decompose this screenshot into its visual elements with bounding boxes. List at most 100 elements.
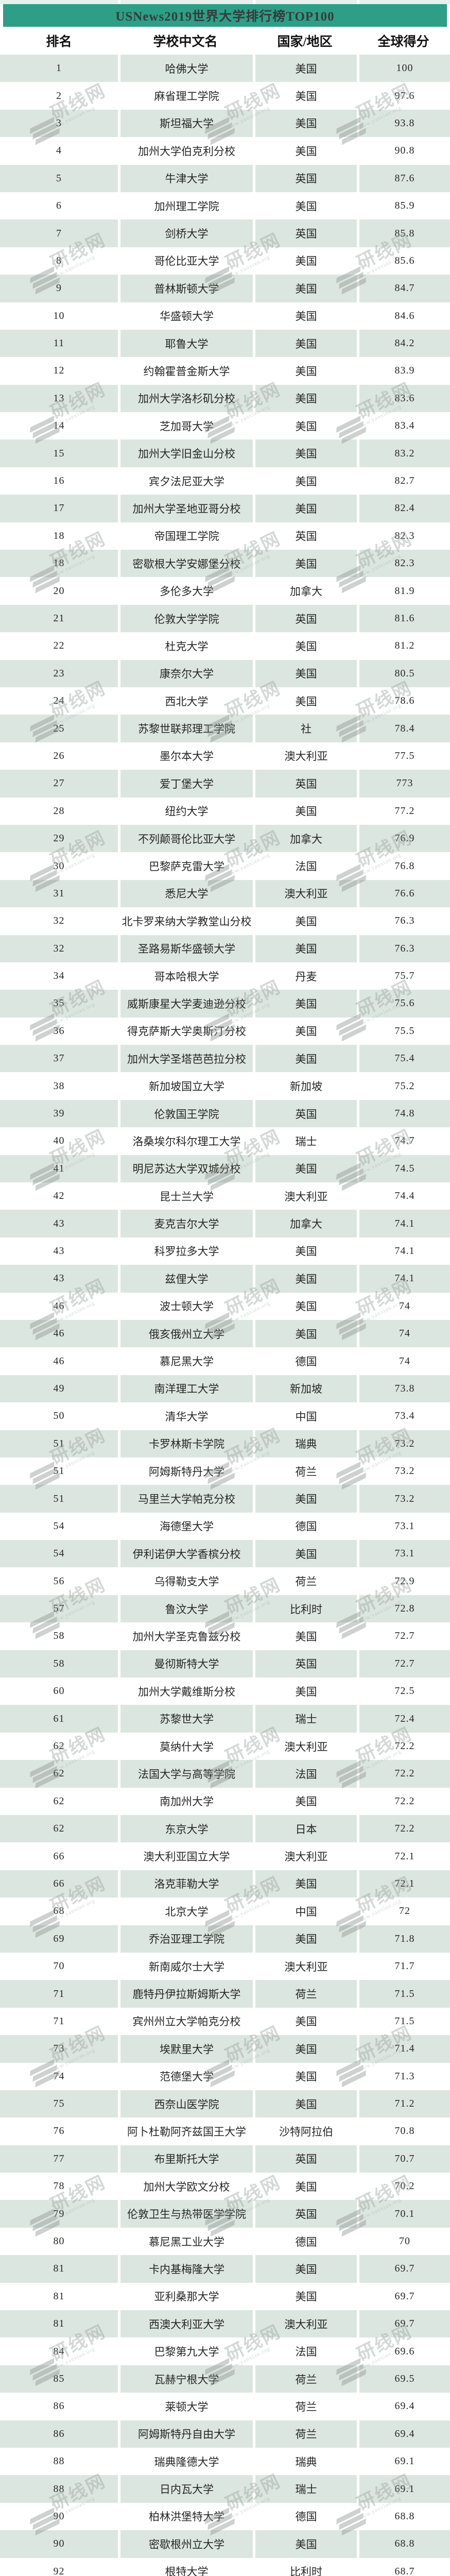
cell-rank: 58 [0,1622,118,1650]
cell-rank: 43 [0,1210,118,1238]
cell-rank: 31 [0,879,118,908]
cell-country: 美国 [253,109,357,138]
cell-name: 加州理工学院 [118,192,253,220]
cell-country: 美国 [253,1787,357,1815]
cell-country: 美国 [253,1870,357,1898]
cell-name: 威斯康星大学麦迪逊分校 [118,990,253,1018]
cell-rank: 10 [0,302,118,330]
cell-rank: 62 [0,1815,118,1843]
cell-name: 芝加哥大学 [118,412,253,440]
cell-name: 加州大学伯克利分校 [118,137,253,165]
cell-rank: 24 [0,687,118,715]
table-row: 78 加州大学欧文分校 美国 70.2 [0,2173,450,2200]
cell-country: 荷兰 [253,1567,357,1595]
cell-country: 荷兰 [253,1980,357,2008]
cell-country: 新加坡 [253,1072,357,1100]
cell-country: 美国 [253,1155,357,1183]
cell-rank: 54 [0,1512,118,1540]
cell-rank: 4 [0,137,118,165]
cell-country: 美国 [253,1045,357,1073]
cell-rank: 46 [0,1292,118,1320]
cell-name: 慕尼黑大学 [118,1347,253,1375]
cell-score: 70 [357,2227,450,2256]
cell-score: 72.5 [357,1677,450,1705]
cell-rank: 23 [0,659,118,687]
cell-score: 83.2 [357,439,450,467]
cell-rank: 20 [0,577,118,605]
cell-country: 美国 [253,495,357,522]
cell-country: 法国 [253,1760,357,1788]
table-row: 4 加州大学伯克利分校 美国 90.8 [0,137,450,165]
cell-country: 丹麦 [253,962,357,990]
table-row: 28 纽约大学 美国 77.2 [0,797,450,825]
cell-name: 南加州大学 [118,1787,253,1815]
top-sliver [0,0,450,4]
cell-country: 美国 [253,632,357,660]
cell-name: 范德堡大学 [118,2062,253,2090]
cell-name: 华盛顿大学 [118,302,253,330]
cell-score: 72.7 [357,1650,450,1678]
cell-country: 法国 [253,852,357,880]
table-row: 62 法国大学与高等学院 法国 72.2 [0,1760,450,1788]
cell-rank: 42 [0,1182,118,1210]
table-row: 12 约翰霍普金斯大学 美国 83.9 [0,357,450,385]
table-row: 51 阿姆斯特丹大学 荷兰 73.2 [0,1457,450,1485]
cell-score: 82.3 [357,522,450,550]
cell-country: 德国 [253,2502,357,2531]
cell-country: 美国 [253,1540,357,1568]
cell-country: 法国 [253,2337,357,2365]
cell-country: 澳大利亚 [253,2310,357,2338]
cell-score: 77.2 [357,797,450,825]
cell-name: 加州大学圣克鲁兹分校 [118,1622,253,1650]
cell-rank: 26 [0,742,118,770]
cell-name: 杜克大学 [118,632,253,660]
cell-country: 加拿大 [253,1210,357,1238]
cell-score: 76.3 [357,935,450,962]
cell-rank: 69 [0,1925,118,1953]
cell-score: 74 [357,1347,450,1375]
cell-name: 西北大学 [118,687,253,715]
cell-country: 美国 [253,439,357,467]
cell-country: 美国 [253,659,357,687]
table-row: 20 多伦多大学 加拿大 81.9 [0,577,450,605]
cell-rank: 81 [0,2282,118,2311]
cell-score: 71.5 [357,2007,450,2036]
title-bar: USNews2019世界大学排行榜TOP100 [3,4,447,27]
cell-score: 69.1 [357,2475,450,2503]
cell-country: 英国 [253,164,357,192]
cell-country: 比利时 [253,2557,357,2576]
cell-score: 82.3 [357,550,450,578]
table-row: 15 加州大学旧金山分校 美国 83.2 [0,439,450,467]
cell-score: 72.9 [357,1567,450,1595]
cell-name: 法国大学与高等学院 [118,1760,253,1788]
cell-rank: 49 [0,1375,118,1403]
cell-rank: 21 [0,604,118,633]
cell-score: 78.6 [357,687,450,715]
table-row: 71 鹿特丹伊拉斯姆斯大学 荷兰 71.5 [0,1980,450,2008]
cell-rank: 50 [0,1402,118,1430]
cell-rank: 37 [0,1045,118,1073]
cell-country: 比利时 [253,1595,357,1623]
cell-rank: 56 [0,1567,118,1595]
cell-rank: 16 [0,467,118,495]
cell-country: 社 [253,715,357,742]
table-row: 35 威斯康星大学麦迪逊分校 美国 75.6 [0,990,450,1018]
cell-name: 密歇根大学安娜堡分校 [118,550,253,578]
cell-name: 阿姆斯特丹自由大学 [118,2420,253,2448]
cell-rank: 54 [0,1540,118,1568]
cell-score: 84.2 [357,329,450,358]
cell-country: 美国 [253,55,357,82]
header-name: 学校中文名 [153,35,218,49]
cell-rank: 86 [0,2393,118,2420]
cell-name: 加州大学圣地亚哥分校 [118,495,253,522]
table-row: 2 麻省理工学院 美国 97.6 [0,82,450,110]
table-row: 54 海德堡大学 德国 73.1 [0,1512,450,1540]
page-title: USNews2019世界大学排行榜TOP100 [115,10,335,24]
cell-name: 哈佛大学 [118,55,253,82]
cell-score: 85.6 [357,247,450,275]
table-row: 11 耶鲁大学 美国 84.2 [0,329,450,358]
cell-country: 瑞士 [253,2475,357,2503]
table-row: 80 慕尼黑工业大学 德国 70 [0,2227,450,2256]
cell-country: 德国 [253,1512,357,1540]
cell-name: 莱顿大学 [118,2393,253,2420]
